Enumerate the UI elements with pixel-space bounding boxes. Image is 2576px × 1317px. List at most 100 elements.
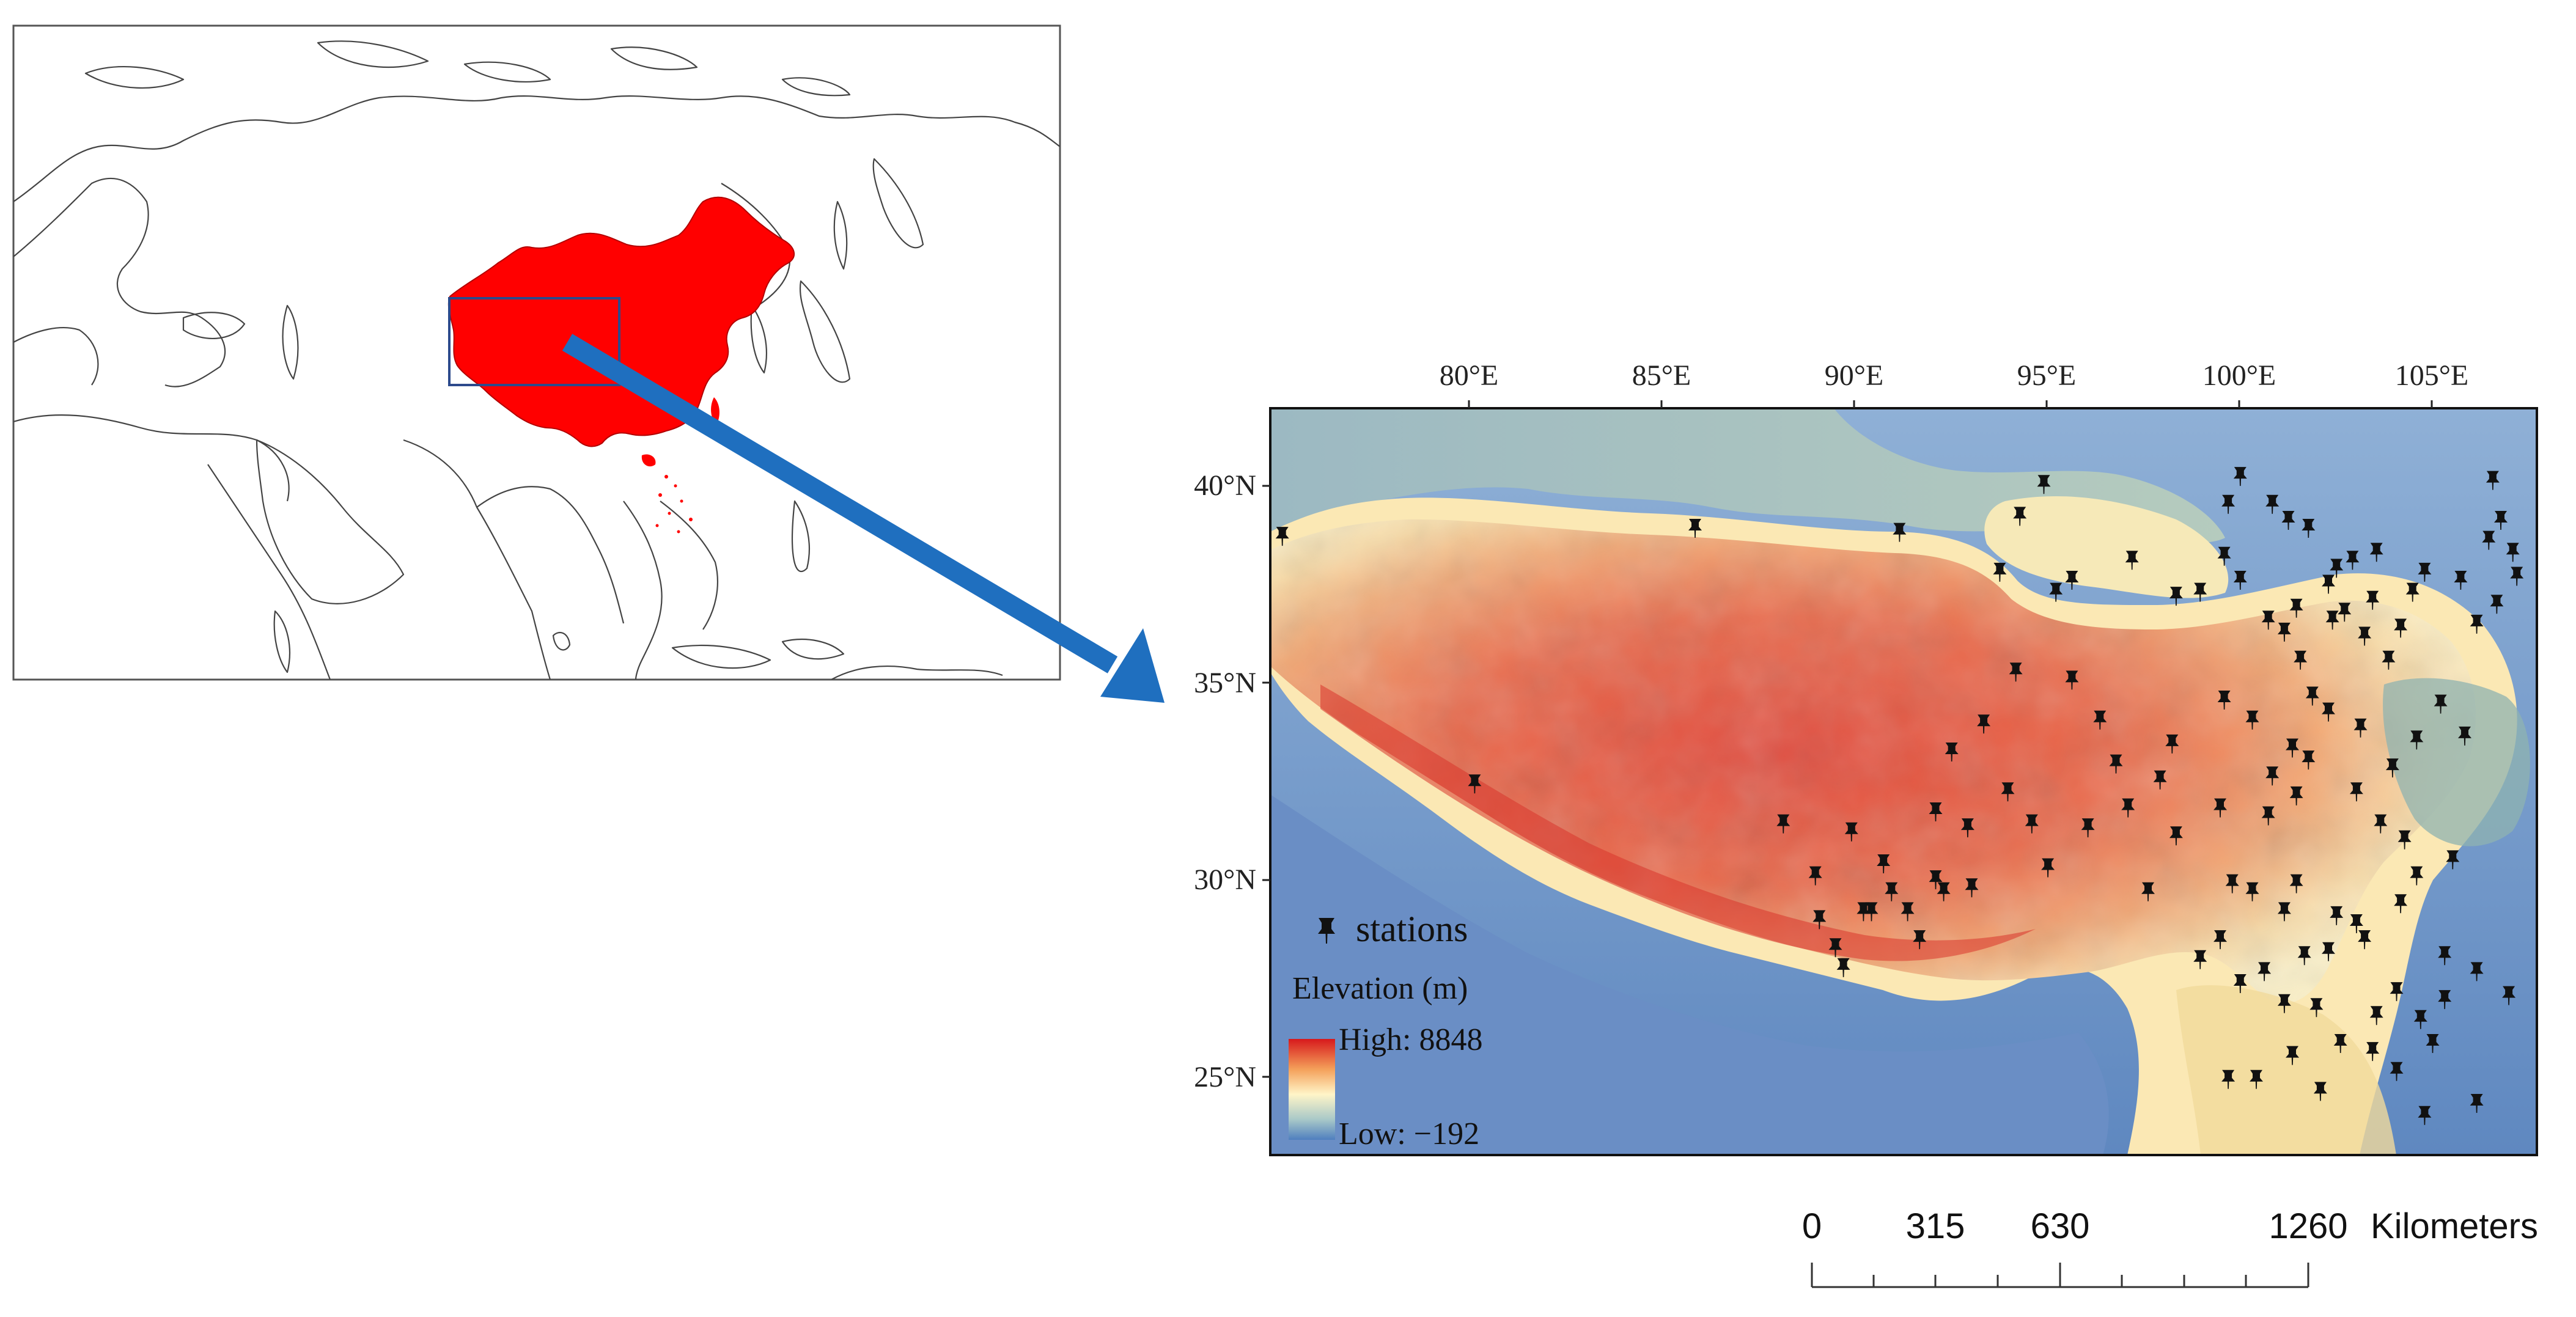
station-marker [1808,866,1822,886]
station-marker [1776,814,1790,834]
station-marker [2349,782,2363,802]
station-marker [2169,587,2183,606]
station-marker [2265,494,2280,514]
station-marker [2325,611,2339,630]
station-marker [2289,598,2303,618]
station-marker [2277,622,2291,642]
station-marker [2286,1046,2299,1065]
station-marker [1977,714,1991,734]
station-marker [2506,543,2520,562]
station-marker [2025,814,2039,834]
scs-islands [655,475,693,534]
station-marker [1929,870,1943,890]
station-marker [2065,571,2079,590]
station-marker [2121,798,2135,818]
lon-label-105e: 105°E [2395,359,2469,392]
station-marker [2313,1082,2327,1101]
station-marker [2245,710,2259,730]
station-marker [2221,494,2236,514]
station-marker [2490,595,2504,614]
station-marker [1864,902,1879,922]
station-marker [2349,914,2363,933]
station-marker [2302,519,2316,538]
station-marker [2294,650,2308,670]
station-marker [1945,743,1959,761]
lon-label-95e: 95°E [2017,359,2077,392]
station-marker [2093,710,2107,730]
station-marker [2125,551,2139,570]
station-marker [2261,611,2275,630]
lon-label-80e: 80°E [1440,359,1499,392]
station-marker [2258,962,2272,981]
station-marker [2289,874,2303,893]
station-marker [2454,571,2468,590]
zoom-arrow [562,334,1165,703]
station-marker [1937,882,1951,901]
station-marker [2286,738,2299,758]
station-marker [2438,990,2452,1010]
station-marker [2037,475,2051,494]
inset-map [12,24,1061,681]
station-marker [2382,650,2396,670]
station-marker [2153,770,2167,790]
station-marker [2049,582,2063,602]
station-marker [2426,1034,2440,1053]
station-marker [2277,994,2291,1013]
station-marker [2322,942,2335,961]
station-marker [2013,507,2027,526]
station-marker [1844,822,1858,842]
station-marker [2322,702,2335,722]
station-marker [2394,618,2408,638]
station-legend-icon [1318,918,1335,944]
station-marker [1688,519,1702,538]
graticule-ticks [1262,400,2433,1078]
station-marker [1857,902,1871,922]
station-marker [2470,1094,2484,1113]
station-marker [1828,938,1842,958]
station-marker [2009,662,2023,682]
lat-label-35n: 35°N [1194,667,1256,699]
station-marker [1965,878,1979,898]
station-marker [2302,750,2316,770]
station-marker [2250,1069,2263,1089]
station-marker [2398,830,2412,849]
lat-label-25n: 25°N [1194,1061,1256,1093]
station-marker [2217,691,2231,710]
station-marker [2418,1106,2432,1125]
station-marker [2169,826,2183,846]
station-marker [1960,818,1974,838]
station-marker [1812,910,1827,930]
station-marker [2510,567,2524,586]
elevation-high-label: High: 8848 [1339,1022,1482,1057]
station-marker [2369,543,2383,562]
station-marker [2482,530,2496,550]
sichuan-basin [2383,678,2530,846]
station-marker [2214,798,2227,818]
station-marker [2494,511,2508,530]
station-marker [2410,730,2424,750]
study-area-box [448,297,620,386]
elevation-color-ramp [1289,1039,1335,1140]
station-marker [2141,882,2155,901]
station-marker [2358,626,2372,646]
yunnan-plateau [2176,985,2396,1155]
station-marker [2394,894,2408,914]
lon-label-90e: 90°E [1825,359,1884,392]
station-marker [2261,806,2275,826]
scale-unit-label: Kilometers [2371,1206,2538,1246]
scale-bar-line [1811,1263,2309,1288]
station-marker [1836,958,1850,977]
station-marker [2289,786,2303,805]
station-marker [1885,882,1899,901]
qaidam-basin [1984,496,2229,598]
station-marker [1893,523,1907,542]
station-marker [2434,694,2448,714]
station-marker [2385,758,2399,778]
station-marker [2358,930,2372,950]
station-marker [2390,982,2404,1002]
station-marker [2413,1010,2427,1029]
terrain-texture [1270,519,2476,1003]
lon-label-100e: 100°E [2202,359,2276,392]
station-marker [2221,1069,2236,1089]
